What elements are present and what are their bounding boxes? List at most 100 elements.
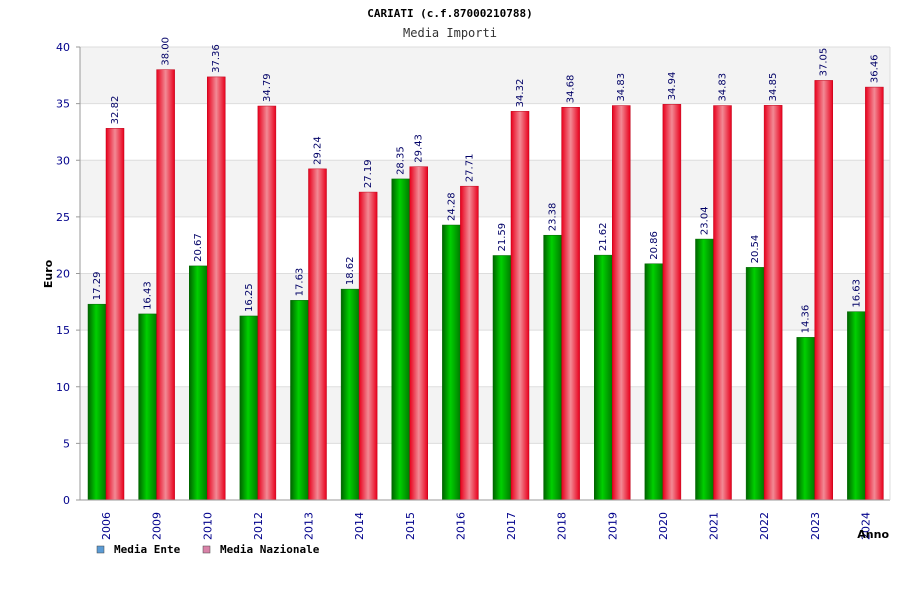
x-tick-label: 2016 xyxy=(454,512,467,540)
data-label: 17.63 xyxy=(295,268,306,297)
bar-media-nazionale xyxy=(409,166,428,501)
y-tick-label: 10 xyxy=(56,381,70,394)
data-label: 21.59 xyxy=(497,223,508,252)
y-tick-label: 5 xyxy=(63,437,70,450)
data-label: 37.36 xyxy=(211,44,222,73)
x-tick-label: 2020 xyxy=(657,512,670,540)
bar-media-ente xyxy=(594,254,613,501)
data-label: 24.28 xyxy=(446,192,457,221)
bar-media-nazionale xyxy=(105,128,125,501)
data-label: 34.83 xyxy=(616,73,627,102)
bar-media-nazionale xyxy=(510,111,530,501)
bar-media-ente xyxy=(189,265,208,501)
bar-media-nazionale xyxy=(561,106,580,501)
bar-media-ente xyxy=(442,224,461,501)
x-tick-label: 2015 xyxy=(404,512,417,540)
bar-media-ente xyxy=(543,234,562,501)
y-axis-label: Euro xyxy=(42,259,55,288)
bar-media-ente xyxy=(796,337,815,501)
data-label: 29.43 xyxy=(414,134,425,163)
bar-media-ente xyxy=(138,313,157,501)
data-label: 34.68 xyxy=(566,75,577,104)
y-tick-label: 15 xyxy=(56,324,70,337)
x-tick-label: 2018 xyxy=(556,512,569,540)
legend-swatch-media-ente xyxy=(96,545,105,554)
data-label: 34.85 xyxy=(768,73,779,102)
data-label: 34.94 xyxy=(667,72,678,101)
x-tick-label: 2006 xyxy=(100,512,113,540)
x-tick-label: 2013 xyxy=(303,512,316,540)
legend-label-media-ente: Media Ente xyxy=(114,543,181,556)
bar-media-nazionale xyxy=(308,168,327,501)
x-tick-labels: 2006 2009 2010 2012 2013 2014 2015 2016 2017 2018… xyxy=(100,512,872,540)
data-label: 20.54 xyxy=(750,235,761,264)
y-tick-label: 0 xyxy=(63,494,70,507)
y-tick-label: 20 xyxy=(56,268,70,281)
data-label: 36.46 xyxy=(869,54,880,83)
y-tick-label: 40 xyxy=(56,41,70,54)
x-tick-label: 2022 xyxy=(758,512,771,540)
x-tick-label: 2023 xyxy=(809,512,822,540)
data-label: 23.04 xyxy=(700,206,711,235)
data-label: 29.24 xyxy=(313,136,324,165)
x-tick-label: 2014 xyxy=(353,512,366,540)
bar-media-ente xyxy=(290,300,309,501)
data-label: 17.29 xyxy=(92,272,103,301)
data-label: 34.79 xyxy=(262,73,273,102)
bar-media-nazionale xyxy=(865,86,884,501)
x-tick-label: 2012 xyxy=(252,512,265,540)
data-label: 16.43 xyxy=(143,281,154,310)
x-tick-label: 2021 xyxy=(708,512,721,540)
data-label: 27.71 xyxy=(464,154,475,183)
bar-media-ente xyxy=(745,267,765,501)
x-axis-label: Anno xyxy=(857,528,889,541)
y-tick-label: 30 xyxy=(56,154,70,167)
data-label: 20.67 xyxy=(193,233,204,262)
data-label: 16.63 xyxy=(851,279,862,308)
data-label: 28.35 xyxy=(396,146,407,175)
bar-media-ente xyxy=(847,311,866,501)
y-tick-label: 25 xyxy=(56,211,70,224)
x-tick-label: 2009 xyxy=(151,512,164,540)
data-label: 38.00 xyxy=(161,37,172,66)
x-tick-label: 2017 xyxy=(505,512,518,540)
bar-media-ente xyxy=(492,255,512,501)
bar-media-nazionale xyxy=(257,105,277,501)
data-label: 16.25 xyxy=(244,283,255,312)
x-tick-label: 2024 xyxy=(859,512,872,540)
data-label: 23.38 xyxy=(548,203,559,232)
data-label: 34.83 xyxy=(718,73,729,102)
legend-label-media-nazionale: Media Nazionale xyxy=(220,543,320,556)
bar-media-nazionale xyxy=(713,105,732,501)
bar-series xyxy=(87,69,884,501)
chart-title: CARIATI (c.f.87000210788) xyxy=(367,7,533,20)
bar-media-nazionale xyxy=(814,80,833,501)
bar-media-nazionale xyxy=(207,76,226,501)
bar-media-nazionale xyxy=(662,104,682,501)
legend-swatch-media-nazionale xyxy=(202,545,211,554)
bar-media-nazionale xyxy=(460,185,479,501)
data-label: 32.82 xyxy=(110,96,121,125)
x-tick-label: 2019 xyxy=(606,512,619,540)
data-label: 14.36 xyxy=(801,305,812,334)
bar-media-ente xyxy=(695,238,714,501)
bar-media-nazionale xyxy=(358,191,378,501)
data-label: 21.62 xyxy=(598,223,609,252)
bar-media-ente xyxy=(340,288,360,501)
data-label: 37.05 xyxy=(819,48,830,77)
bar-media-ente xyxy=(87,303,107,501)
chart-subtitle: Media Importi xyxy=(403,26,497,40)
y-tick-label: 35 xyxy=(56,98,70,111)
y-tick-labels: 0 5 10 15 20 25 30 35 40 xyxy=(56,41,80,507)
bar-media-ente xyxy=(391,178,410,501)
data-label: 20.86 xyxy=(649,231,660,260)
data-label: 34.32 xyxy=(515,79,526,108)
x-tick-label: 2010 xyxy=(201,512,214,540)
data-label: 18.62 xyxy=(345,256,356,285)
data-labels: 17.29 32.82 16.43 38.00 20.67 37.36 16.25 34.79… xyxy=(92,37,880,333)
bar-media-ente xyxy=(644,263,664,501)
data-label: 27.19 xyxy=(363,159,374,188)
legend: Media Ente Media Nazionale xyxy=(96,543,320,556)
bar-media-nazionale xyxy=(612,105,631,501)
